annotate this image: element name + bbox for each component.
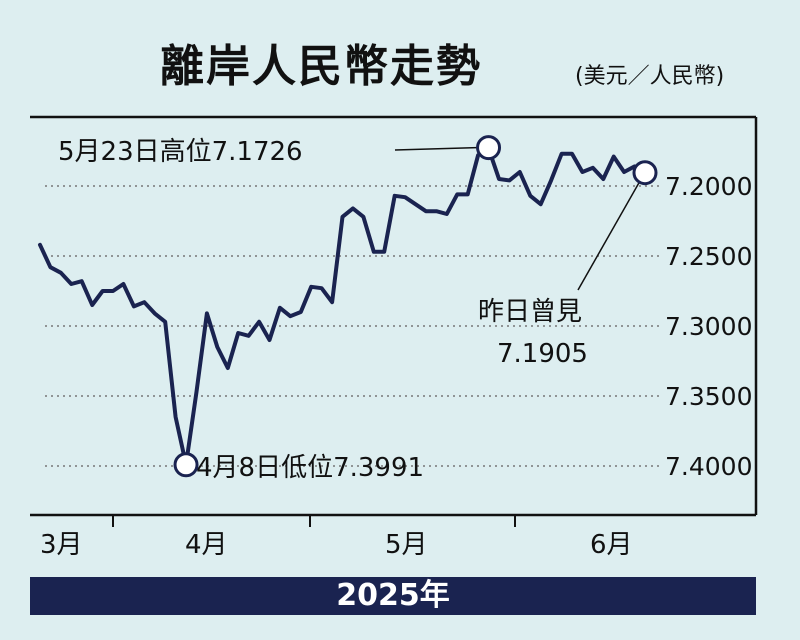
x-tick-label-jun: 6月 bbox=[590, 530, 633, 560]
y-tick-label-0: 7.2000 bbox=[665, 172, 752, 201]
low-marker bbox=[173, 452, 199, 478]
y-tick-label-2: 7.3000 bbox=[665, 312, 752, 341]
latest-annotation-line2: 7.1905 bbox=[497, 339, 588, 369]
x-tick-label-apr: 4月 bbox=[185, 530, 228, 560]
x-tick-label-mar: 3月 bbox=[40, 530, 83, 560]
chart-unit: (美元／人民幣) bbox=[575, 64, 725, 89]
year-banner: 2025年 bbox=[30, 577, 756, 615]
high-annotation: 5月23日高位7.1726 bbox=[58, 137, 303, 167]
high-leader-line bbox=[394, 146, 477, 151]
chart-title: 離岸人民幣走勢 bbox=[160, 41, 482, 92]
y-tick-label-4: 7.4000 bbox=[665, 452, 752, 481]
latest-marker bbox=[632, 160, 658, 186]
low-annotation: 4月8日低位7.3991 bbox=[196, 453, 424, 483]
y-tick-label-1: 7.2500 bbox=[665, 242, 752, 271]
series-line bbox=[38, 146, 647, 467]
high-marker bbox=[476, 135, 502, 161]
y-tick-label-3: 7.3500 bbox=[665, 382, 752, 411]
latest-annotation-line1: 昨日曾見 bbox=[478, 297, 582, 327]
x-tick-label-may: 5月 bbox=[385, 530, 428, 560]
latest-leader-line bbox=[577, 182, 640, 291]
